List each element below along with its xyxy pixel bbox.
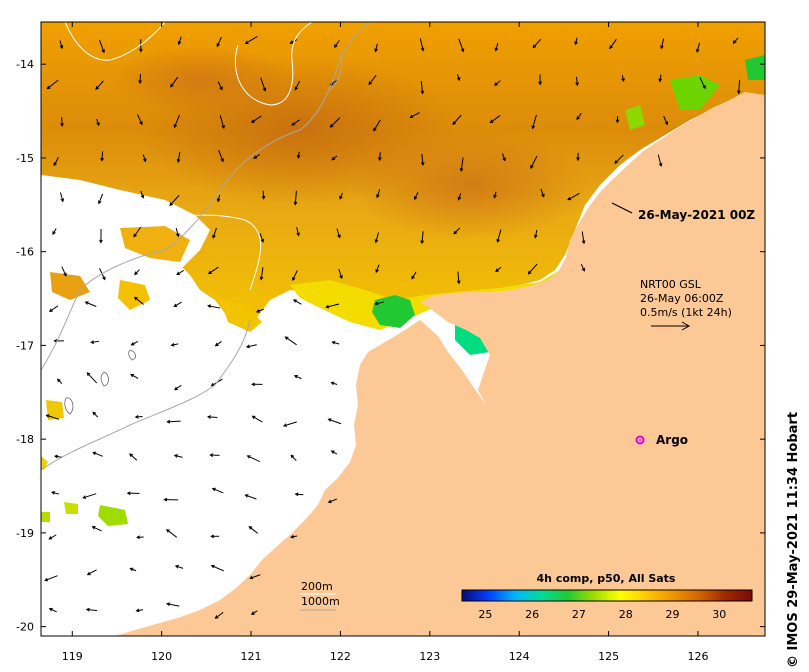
contour-legend-1000m: 1000m [301,595,340,608]
timestamp-pointer [611,202,633,214]
current-product-label: NRT00 GSL [640,278,702,291]
lat-tick-label: -14 [16,58,34,71]
longitude-axis: 119 120 121 122 123 124 125 126 [62,22,708,663]
argo-label: Argo [656,433,688,447]
lon-tick-label: 122 [330,650,351,663]
argo-float-icon [635,435,645,445]
lat-tick-label: -16 [16,246,34,259]
current-scale-label: 0.5m/s (1kt 24h) [640,306,732,319]
colorbar [461,589,753,602]
colorbar-tick-label: 28 [619,608,633,621]
lon-tick-label: 125 [598,650,619,663]
colorbar-title: 4h comp, p50, All Sats [537,572,676,585]
imos-credit: © IMOS 29-May-2021 11:34 Hobart [786,412,801,668]
lon-tick-label: 123 [419,650,440,663]
lon-tick-label: 126 [687,650,708,663]
current-time-label: 26-May 06:00Z [640,292,724,305]
colorbar-tick-label: 27 [572,608,586,621]
image-timestamp: 26-May-2021 00Z [638,208,755,222]
latitude-axis: -14 -15 -16 -17 -18 -19 -20 [16,58,765,634]
lat-tick-label: -15 [16,152,34,165]
colorbar-tick-label: 30 [712,608,726,621]
scale-arrow-icon [651,321,691,331]
lat-tick-label: -17 [16,339,34,352]
lon-tick-label: 124 [509,650,530,663]
lat-tick-label: -19 [16,527,34,540]
lon-tick-label: 121 [241,650,262,663]
land-mainland [115,92,765,636]
lat-tick-label: -20 [16,621,34,634]
lon-tick-label: 119 [62,650,83,663]
current-vectors [44,35,741,619]
contour-1000m [41,22,371,471]
cool-coastal-water [372,295,415,328]
colorbar-tick-label: 29 [665,608,679,621]
colorbar-tick-label: 25 [478,608,492,621]
contour-legend-200m: 200m [301,580,333,593]
colorbar-tick-label: 26 [525,608,539,621]
contour-200m [64,22,313,291]
colorbar-ticks: 25 26 27 28 29 30 [478,608,726,621]
lat-tick-label: -18 [16,433,34,446]
lon-tick-label: 120 [151,650,172,663]
